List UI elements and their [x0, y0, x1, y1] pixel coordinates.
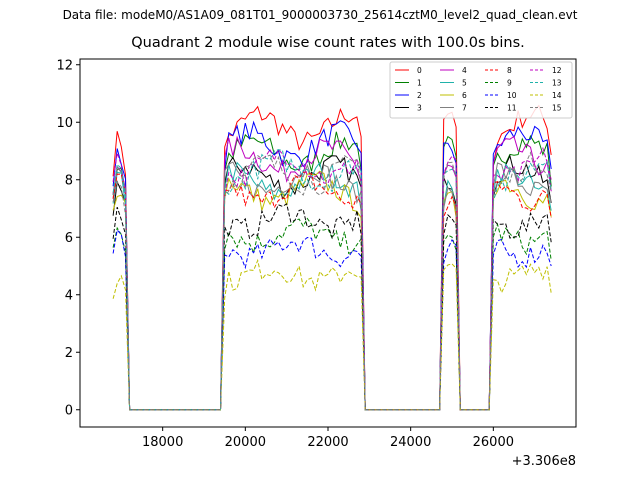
axes-layer: 18000 20000 22000 24000 26000024681012+3.306… — [56, 58, 576, 469]
series-line-1 — [112, 131, 552, 411]
legend-label-13: 13 — [552, 79, 562, 88]
y-tick-label: 0 — [65, 403, 73, 418]
series-line-5 — [112, 161, 552, 411]
legend-label-8: 8 — [507, 66, 512, 75]
legend-label-7: 7 — [462, 104, 467, 113]
series-line-6 — [112, 170, 552, 411]
legend-label-6: 6 — [462, 91, 467, 100]
legend-box — [389, 61, 573, 119]
legend-label-11: 11 — [507, 104, 517, 113]
legend-label-12: 12 — [552, 66, 562, 75]
series-line-11 — [112, 203, 552, 411]
chart-title: Quadrant 2 module wise count rates with … — [131, 35, 525, 51]
series-line-7 — [112, 161, 552, 411]
legend-label-15: 15 — [552, 104, 562, 113]
y-tick-label: 10 — [56, 116, 73, 131]
y-tick-label: 12 — [56, 58, 73, 73]
legend-label-9: 9 — [507, 79, 512, 88]
series-line-15 — [112, 151, 552, 411]
legend-label-10: 10 — [507, 91, 517, 100]
legend-label-14: 14 — [552, 91, 562, 100]
x-tick-label: 24000 — [390, 435, 431, 450]
y-tick-label: 6 — [65, 231, 73, 246]
chart-suptitle: Data file: modeM0/AS1A09_081T01_90000037… — [62, 8, 578, 22]
x-offset-label: +3.306e8 — [512, 454, 576, 469]
y-tick-label: 8 — [65, 173, 73, 188]
x-tick-label: 20000 — [225, 435, 266, 450]
series-line-0 — [112, 104, 552, 411]
legend-label-4: 4 — [462, 66, 467, 75]
legend-label-3: 3 — [417, 104, 422, 113]
y-tick-label: 4 — [65, 288, 73, 303]
series-line-4 — [112, 135, 552, 411]
series-line-9 — [112, 217, 552, 411]
series-line-10 — [112, 229, 552, 411]
legend-label-0: 0 — [417, 66, 422, 75]
legend-label-2: 2 — [417, 91, 422, 100]
series-layer — [112, 104, 552, 411]
legend-label-5: 5 — [462, 79, 467, 88]
y-tick-label: 2 — [65, 346, 73, 361]
x-tick-label: 26000 — [473, 435, 514, 450]
series-line-14 — [112, 258, 552, 411]
x-tick-label: 18000 — [142, 435, 183, 450]
x-tick-label: 22000 — [307, 435, 348, 450]
legend-label-1: 1 — [417, 79, 422, 88]
series-line-8 — [112, 171, 552, 411]
